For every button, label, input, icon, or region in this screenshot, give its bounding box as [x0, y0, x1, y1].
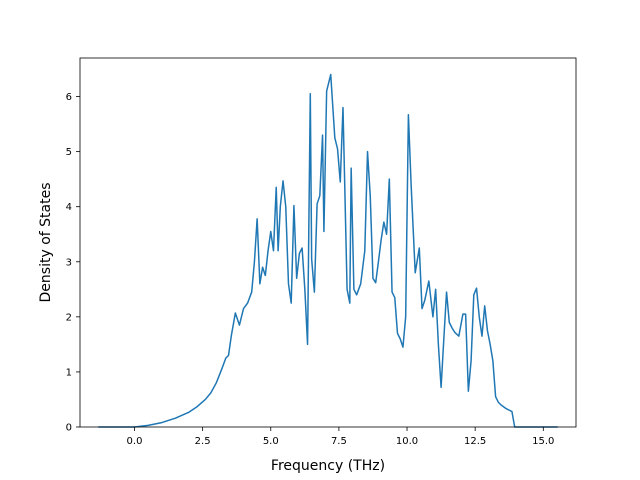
- y-tick-label: 4: [66, 202, 72, 213]
- x-tick-label: 2.5: [195, 436, 211, 447]
- y-tick-label: 6: [66, 92, 72, 103]
- y-tick-label: 1: [66, 367, 72, 378]
- y-tick-label: 3: [66, 257, 72, 268]
- x-tick-label: 12.5: [464, 436, 486, 447]
- y-axis-label: Density of States: [38, 183, 54, 303]
- x-tick-label: 0.0: [127, 436, 143, 447]
- x-tick-label: 10.0: [396, 436, 418, 447]
- x-axis-label: Frequency (THz): [271, 458, 385, 474]
- y-tick-label: 0: [66, 423, 72, 434]
- x-axis-ticks: 0.0 2.5 5.0 7.5 10.0 12.5 15.0: [127, 427, 554, 447]
- axes-frame: [79, 57, 577, 428]
- y-tick-label: 5: [66, 147, 72, 158]
- x-tick-label: 15.0: [532, 436, 554, 447]
- y-axis-ticks: 0 1 2 3 4 5 6: [66, 92, 80, 434]
- y-tick-label: 2: [66, 312, 72, 323]
- plot-area: [98, 73, 558, 428]
- series-line: [98, 73, 558, 428]
- x-tick-label: 7.5: [331, 436, 347, 447]
- x-tick-label: 5.0: [263, 436, 279, 447]
